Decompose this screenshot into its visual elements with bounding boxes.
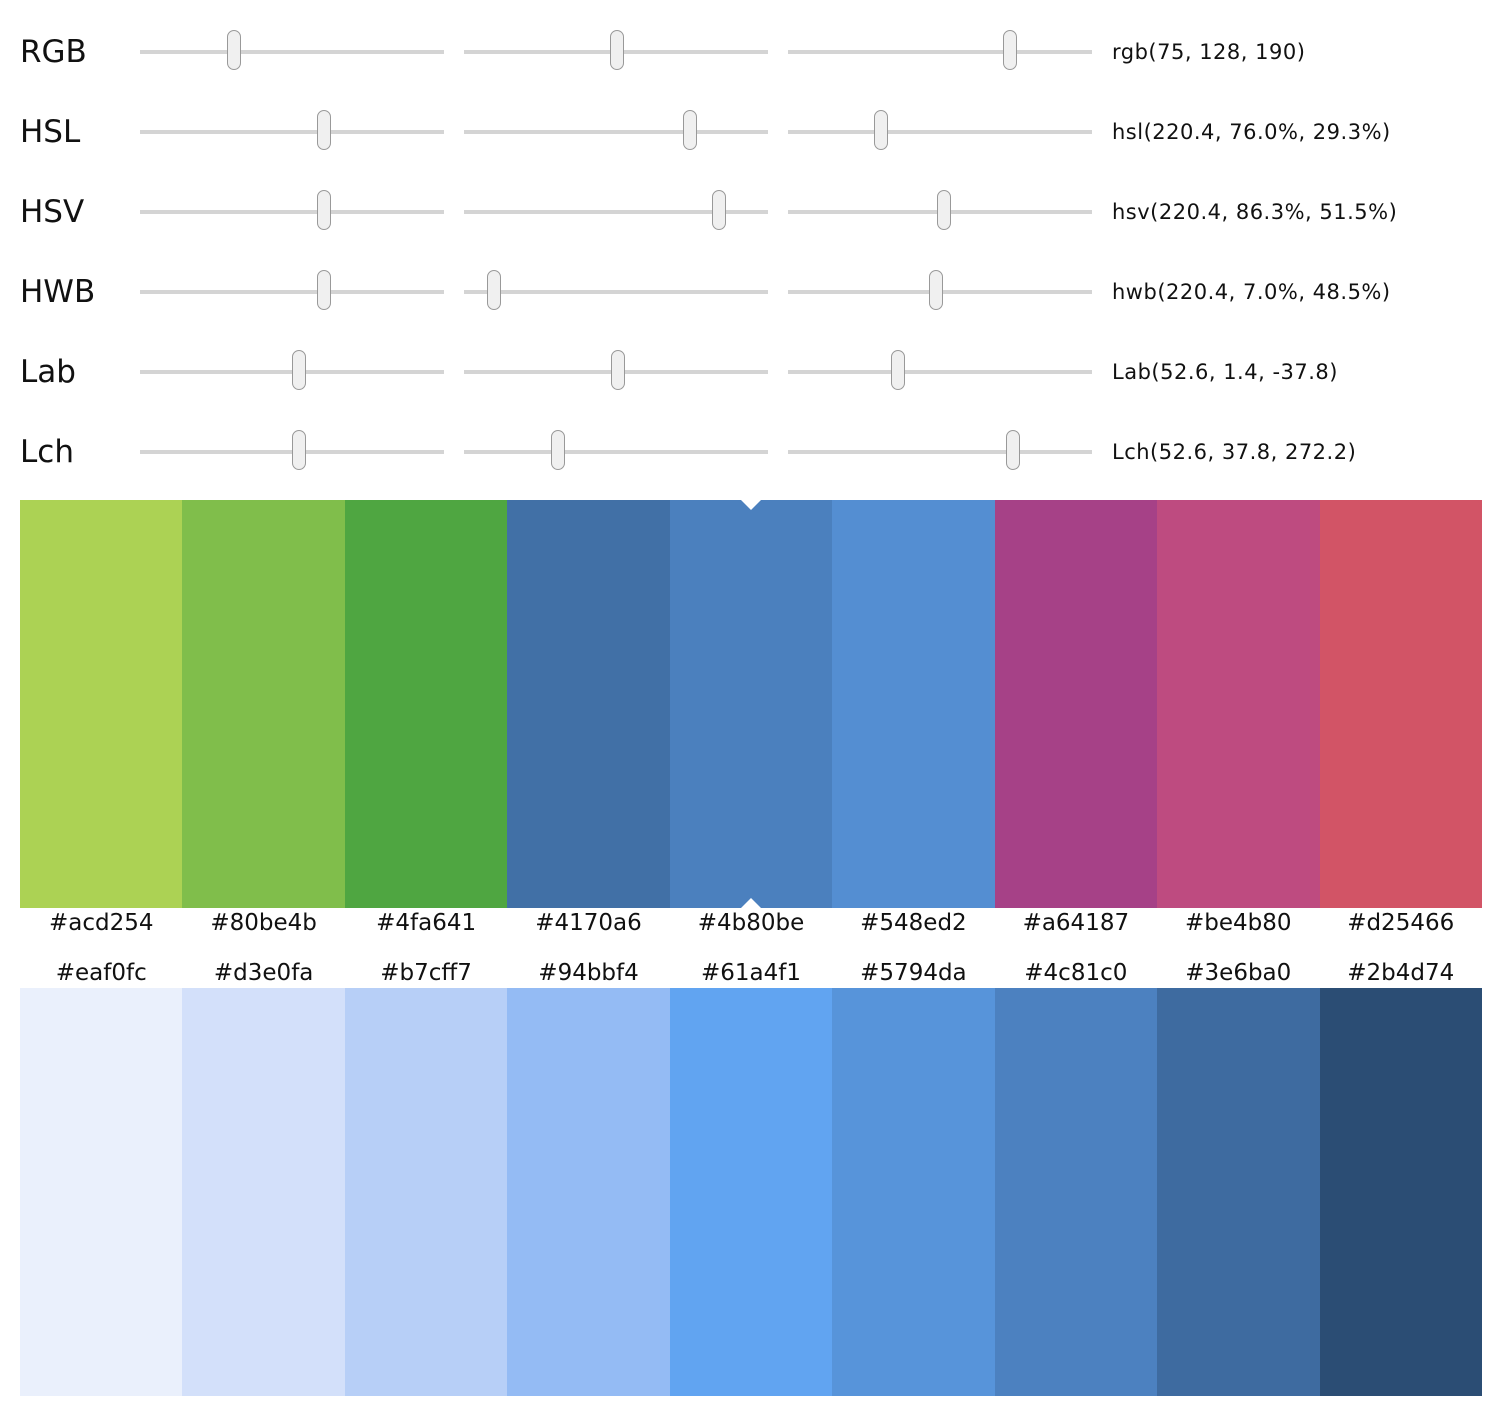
model-value-text: rgb(75, 128, 190) [1112, 40, 1306, 64]
color-model-row-hsl: HSL hsl(220.4, 76.0%, 29.3%) [0, 92, 1501, 172]
model-label: HSL [20, 114, 81, 150]
hex-label: #d25466 [1347, 910, 1455, 936]
slider-thumb[interactable] [682, 110, 697, 150]
slider-thumb[interactable] [891, 350, 906, 390]
hex-label: #4fa641 [376, 910, 477, 936]
hex-label: #3e6ba0 [1185, 960, 1292, 986]
harmony-swatch[interactable] [832, 500, 995, 908]
hex-label: #61a4f1 [700, 960, 801, 986]
hex-label: #4170a6 [535, 910, 642, 936]
shade-swatch[interactable] [182, 988, 345, 1396]
selected-marker-top [740, 500, 761, 510]
slider-thumb[interactable] [292, 430, 307, 470]
channel-slider-1[interactable] [140, 190, 444, 230]
shade-swatch[interactable] [344, 988, 508, 1396]
shade-swatch[interactable] [994, 988, 1158, 1396]
slider-thumb[interactable] [292, 350, 307, 390]
channel-slider-1[interactable] [140, 270, 444, 310]
harmony-swatch-row [20, 500, 1482, 908]
slider-thumb[interactable] [1005, 430, 1020, 470]
channel-slider-2[interactable] [464, 270, 768, 310]
slider-thumb[interactable] [609, 30, 624, 70]
hex-label: #4b80be [697, 910, 805, 936]
harmony-swatch[interactable] [669, 500, 833, 908]
slider-thumb[interactable] [316, 110, 331, 150]
harmony-hex-labels: #acd254 #80be4b #4fa641 #4170a6 #4b80be #548e… [20, 909, 1482, 937]
harmony-swatch[interactable] [182, 500, 345, 908]
model-label: Lch [20, 434, 74, 470]
shade-swatch[interactable] [20, 988, 183, 1396]
harmony-swatch[interactable] [507, 500, 670, 908]
color-model-row-hsv: HSV hsv(220.4, 86.3%, 51.5%) [0, 172, 1501, 252]
model-value-text: hsl(220.4, 76.0%, 29.3%) [1112, 120, 1391, 144]
harmony-swatch[interactable] [20, 500, 183, 908]
channel-slider-3[interactable] [788, 190, 1092, 230]
harmony-swatch[interactable] [994, 500, 1158, 908]
shade-swatch[interactable] [1319, 988, 1482, 1396]
shade-hex-labels: #eaf0fc #d3e0fa #b7cff7 #94bbf4 #61a4f1 #5794… [20, 959, 1482, 987]
model-value-text: hwb(220.4, 7.0%, 48.5%) [1112, 280, 1391, 304]
channel-slider-3[interactable] [788, 270, 1092, 310]
channel-slider-1[interactable] [140, 30, 444, 70]
slider-thumb[interactable] [486, 270, 501, 310]
harmony-swatch[interactable] [344, 500, 508, 908]
hex-label: #acd254 [48, 910, 154, 936]
hex-label: #2b4d74 [1347, 960, 1455, 986]
hex-label: #eaf0fc [55, 960, 147, 986]
color-model-row-rgb: RGB rgb(75, 128, 190) [0, 12, 1501, 92]
model-label: RGB [20, 34, 87, 70]
slider-thumb[interactable] [550, 430, 565, 470]
color-model-row-hwb: HWB hwb(220.4, 7.0%, 48.5%) [0, 252, 1501, 332]
shade-swatch[interactable] [1157, 988, 1320, 1396]
hex-label: #be4b80 [1185, 910, 1292, 936]
model-label: Lab [20, 354, 76, 390]
harmony-swatch[interactable] [1157, 500, 1320, 908]
channel-slider-1[interactable] [140, 430, 444, 470]
shade-swatch[interactable] [507, 988, 670, 1396]
shade-swatch[interactable] [669, 988, 833, 1396]
hex-label: #4c81c0 [1024, 960, 1128, 986]
slider-thumb[interactable] [611, 350, 626, 390]
slider-thumb[interactable] [874, 110, 889, 150]
hex-label: #d3e0fa [213, 960, 314, 986]
hex-label: #b7cff7 [380, 960, 472, 986]
channel-slider-1[interactable] [140, 110, 444, 150]
color-model-row-lab: Lab Lab(52.6, 1.4, -37.8) [0, 332, 1501, 412]
slider-thumb[interactable] [316, 190, 331, 230]
shade-swatch-row [20, 988, 1482, 1396]
channel-slider-3[interactable] [788, 30, 1092, 70]
model-label: HSV [20, 194, 85, 230]
channel-slider-2[interactable] [464, 350, 768, 390]
channel-slider-2[interactable] [464, 30, 768, 70]
slider-thumb[interactable] [928, 270, 943, 310]
model-value-text: hsv(220.4, 86.3%, 51.5%) [1112, 200, 1398, 224]
hex-label: #94bbf4 [538, 960, 639, 986]
harmony-swatch[interactable] [1319, 500, 1482, 908]
slider-thumb[interactable] [712, 190, 727, 230]
channel-slider-3[interactable] [788, 110, 1092, 150]
channel-slider-2[interactable] [464, 110, 768, 150]
channel-slider-1[interactable] [140, 350, 444, 390]
channel-slider-3[interactable] [788, 350, 1092, 390]
hex-label: #5794da [860, 960, 967, 986]
model-value-text: Lab(52.6, 1.4, -37.8) [1112, 360, 1338, 384]
slider-thumb[interactable] [316, 270, 331, 310]
model-value-text: Lch(52.6, 37.8, 272.2) [1112, 440, 1357, 464]
channel-slider-3[interactable] [788, 430, 1092, 470]
slider-thumb[interactable] [1002, 30, 1017, 70]
color-model-row-lch: Lch Lch(52.6, 37.8, 272.2) [0, 412, 1501, 492]
selected-marker-bottom [740, 898, 761, 908]
channel-slider-2[interactable] [464, 430, 768, 470]
hex-label: #a64187 [1022, 910, 1130, 936]
slider-thumb[interactable] [226, 30, 241, 70]
channel-slider-2[interactable] [464, 190, 768, 230]
shade-swatch[interactable] [832, 988, 995, 1396]
slider-thumb[interactable] [937, 190, 952, 230]
hex-label: #548ed2 [860, 910, 967, 936]
model-label: HWB [20, 274, 96, 310]
hex-label: #80be4b [210, 910, 317, 936]
